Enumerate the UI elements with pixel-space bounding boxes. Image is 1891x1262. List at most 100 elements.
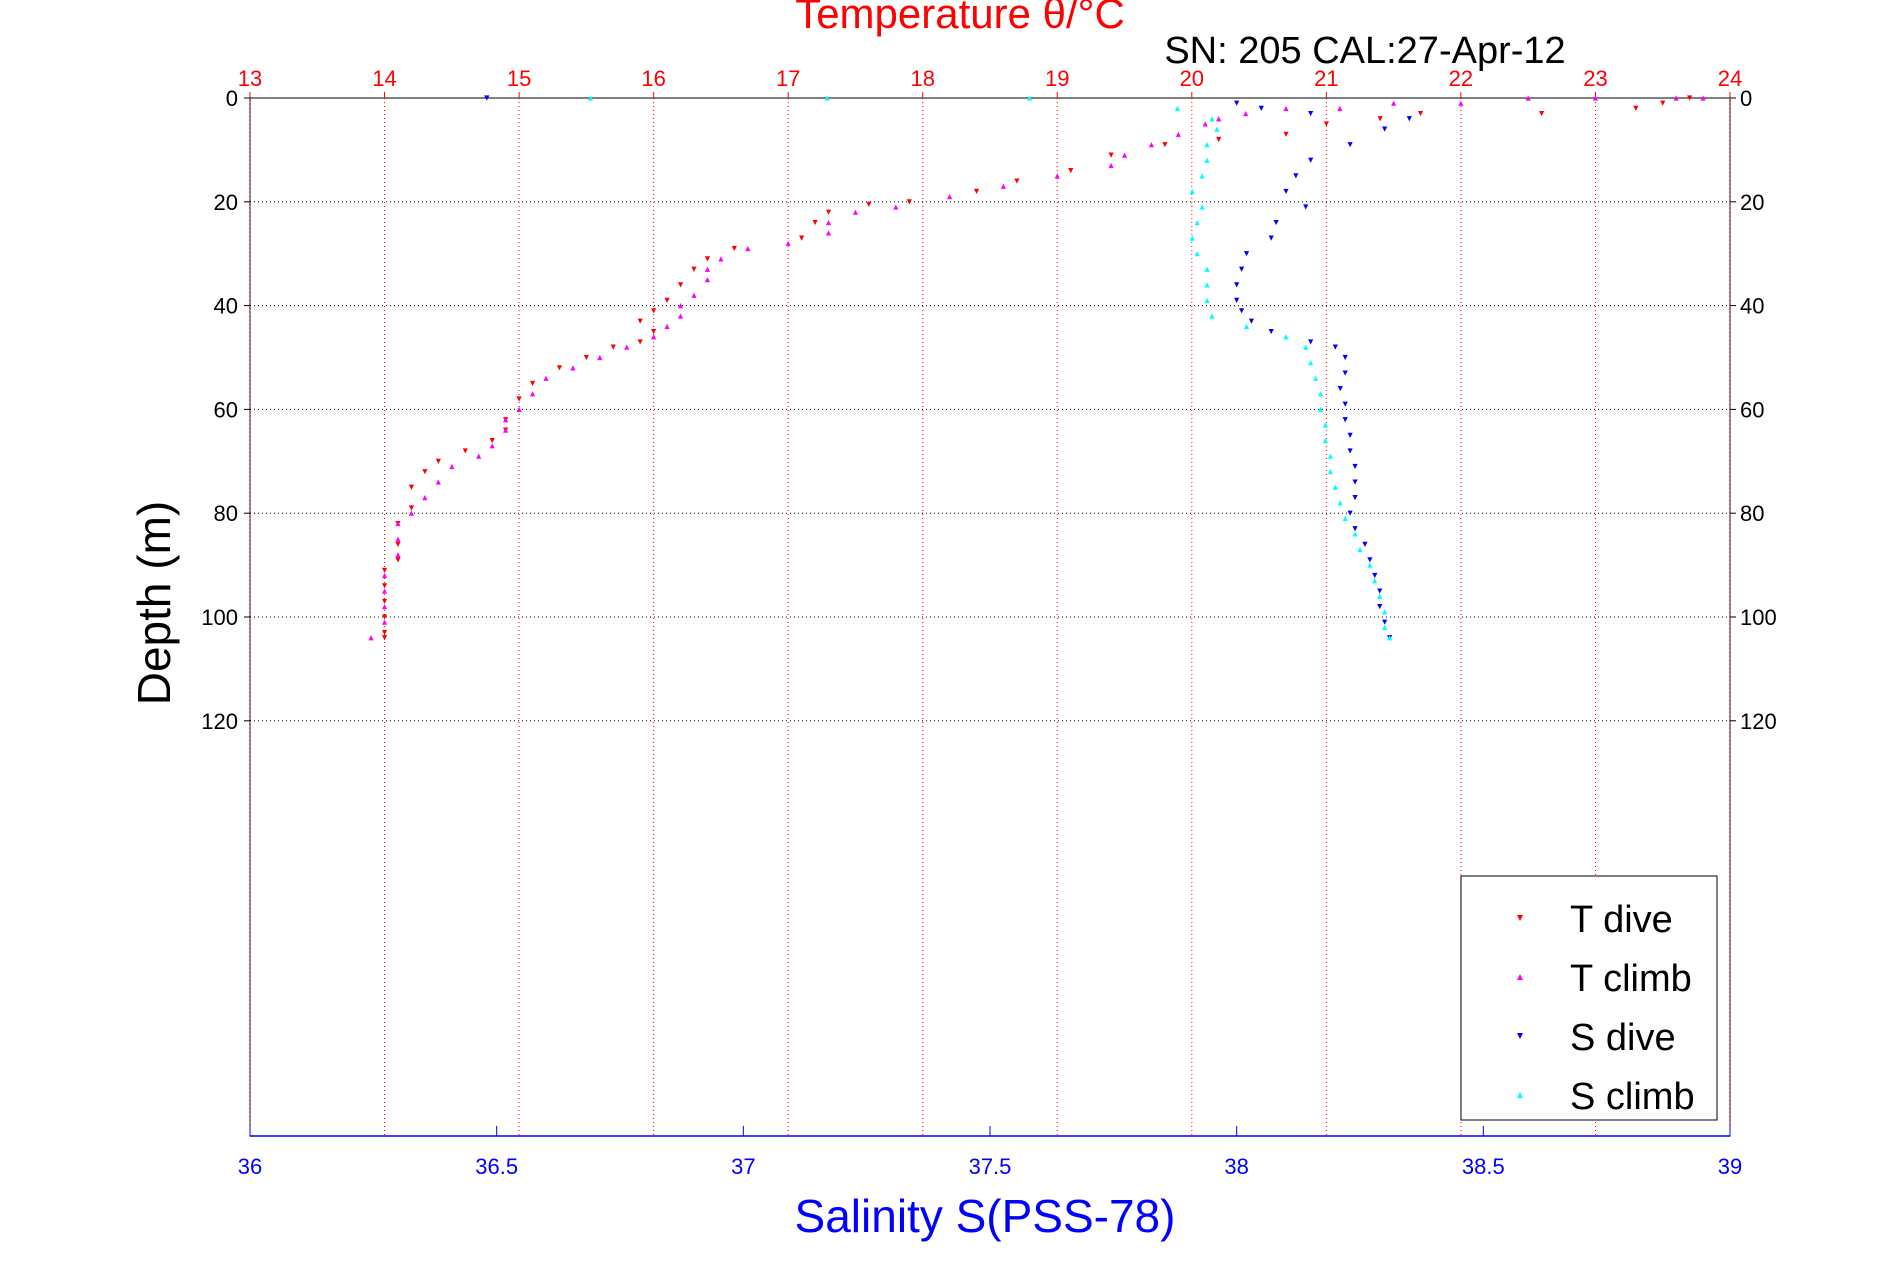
data-point <box>1539 110 1545 117</box>
data-point <box>1239 266 1245 272</box>
data-point <box>1367 557 1373 563</box>
legend-marker <box>1517 1033 1523 1039</box>
data-point <box>1317 391 1324 397</box>
data-point <box>503 427 509 433</box>
data-point <box>1026 95 1033 101</box>
data-point <box>381 567 388 573</box>
data-point <box>1391 100 1397 106</box>
data-point <box>651 334 657 340</box>
data-point <box>489 443 495 449</box>
data-point <box>1189 235 1195 241</box>
data-point <box>1283 188 1289 195</box>
data-point <box>1108 162 1114 169</box>
data-point <box>395 536 401 542</box>
data-point <box>1592 95 1599 101</box>
salinity-tick-label: 39 <box>1718 1154 1742 1179</box>
data-point <box>1633 105 1639 111</box>
data-point <box>381 604 388 610</box>
data-point <box>1268 235 1274 241</box>
data-point <box>677 313 684 319</box>
data-point <box>731 245 737 252</box>
data-point <box>1342 370 1348 376</box>
data-point <box>1372 578 1378 584</box>
data-point <box>1342 401 1348 407</box>
data-point <box>691 266 697 272</box>
data-point <box>395 552 401 558</box>
data-point <box>1258 105 1264 111</box>
data-point <box>1014 178 1020 184</box>
data-point <box>824 95 830 101</box>
data-point <box>1347 448 1353 454</box>
data-point <box>1700 95 1706 101</box>
data-point <box>651 308 657 314</box>
data-point <box>381 629 388 636</box>
legend-marker <box>1517 974 1523 980</box>
y-axis-label: Depth (m) <box>128 501 180 705</box>
data-point <box>1308 360 1314 366</box>
temperature-tick-label: 24 <box>1718 66 1742 91</box>
data-point <box>408 484 415 490</box>
data-point <box>1194 251 1200 257</box>
salinity-tick-label: 37.5 <box>969 1154 1012 1179</box>
data-point <box>1377 604 1383 610</box>
data-point <box>1234 282 1240 288</box>
legend-items: T dive T climb S dive S climb <box>1517 899 1695 1118</box>
data-point <box>1248 318 1255 324</box>
data-point <box>1209 313 1215 319</box>
data-point <box>1308 110 1314 117</box>
data-point <box>422 469 428 475</box>
data-point <box>651 328 657 335</box>
data-point <box>704 277 711 283</box>
data-point <box>866 201 872 207</box>
legend-box <box>1460 875 1718 1121</box>
data-point <box>529 380 536 387</box>
data-point <box>799 235 805 241</box>
data-point <box>1283 334 1289 340</box>
grid-layer <box>249 97 1731 1136</box>
legend-label: T climb <box>1570 958 1692 1000</box>
depth-tick-label-right: 60 <box>1740 397 1764 422</box>
data-point <box>664 297 670 304</box>
data-point <box>1342 515 1348 521</box>
data-point <box>1000 183 1007 189</box>
data-layer <box>368 95 1706 641</box>
data-point <box>1347 142 1353 148</box>
depth-tick-label-right: 120 <box>1740 709 1777 734</box>
data-point <box>1293 173 1299 179</box>
data-point <box>395 557 401 563</box>
data-point <box>1148 142 1155 148</box>
data-point <box>1660 100 1666 106</box>
data-point <box>381 598 388 605</box>
series-s-dive <box>484 95 1412 641</box>
data-point <box>704 266 711 272</box>
data-point <box>381 572 388 579</box>
data-point <box>1337 386 1343 392</box>
data-point <box>893 204 899 210</box>
data-point <box>691 292 697 298</box>
temperature-tick-label: 18 <box>910 66 934 91</box>
data-point <box>489 437 495 444</box>
data-point <box>381 583 388 589</box>
data-point <box>1382 619 1388 625</box>
data-point <box>1317 406 1324 412</box>
data-point <box>825 219 832 226</box>
data-point <box>1367 562 1373 568</box>
data-point <box>1162 142 1168 148</box>
data-point <box>1194 219 1200 226</box>
data-point <box>1303 344 1309 350</box>
data-point <box>947 194 953 200</box>
series-t-climb <box>368 95 1706 641</box>
data-point <box>1342 354 1348 361</box>
data-point <box>516 396 522 402</box>
data-point <box>381 635 388 641</box>
axis-layer: 13 14 15 16 17 18 19 20 21 22 23 24 36 36.5 37 37.5 38 38… <box>201 66 1776 1179</box>
salinity-tick-label: 38 <box>1224 1154 1248 1179</box>
temperature-tick-label: 14 <box>372 66 396 91</box>
data-point <box>1525 95 1531 101</box>
data-point <box>435 458 441 464</box>
chart-title: Temperature θ/°C <box>795 0 1125 37</box>
data-point <box>1352 463 1358 470</box>
depth-tick-label-right: 20 <box>1740 190 1764 215</box>
data-point <box>556 365 563 371</box>
data-point <box>1239 308 1245 314</box>
